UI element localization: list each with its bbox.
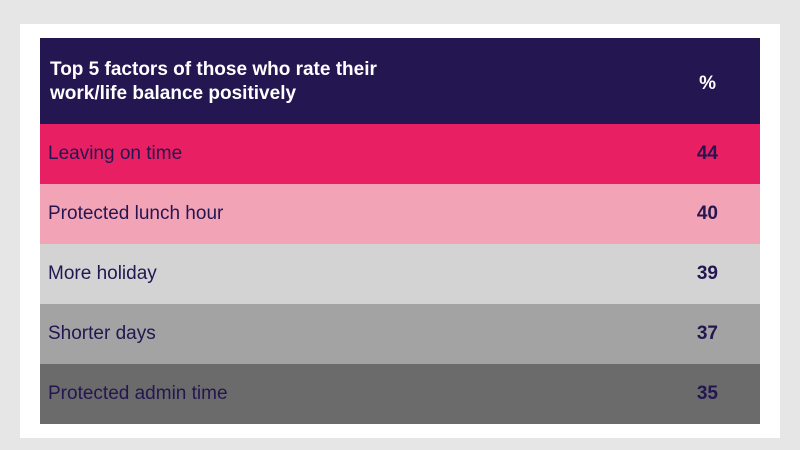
table-title: Top 5 factors of those who rate their wo… [50,58,470,106]
row-value: 37 [696,323,718,344]
value-column-header: % [699,73,716,94]
table-header: Top 5 factors of those who rate their wo… [40,38,760,124]
table-row: Protected admin time 35 [40,364,760,424]
table-title-line-1: Top 5 factors of those who rate their [50,59,377,80]
table-title-line-2: work/life balance positively [50,83,297,104]
row-value: 39 [696,263,718,284]
table-row: Shorter days 37 [40,304,760,364]
table-row: Leaving on time 44 [40,124,760,184]
row-label: Protected admin time [48,383,228,404]
factors-table: Top 5 factors of those who rate their wo… [40,38,760,424]
row-label: More holiday [48,263,157,284]
row-label: Leaving on time [48,143,183,164]
row-label: Shorter days [48,323,156,344]
table-row: More holiday 39 [40,244,760,304]
row-value: 35 [696,383,718,404]
table-row: Protected lunch hour 40 [40,184,760,244]
row-value: 40 [696,203,718,224]
row-value: 44 [696,143,718,164]
row-label: Protected lunch hour [48,203,224,224]
